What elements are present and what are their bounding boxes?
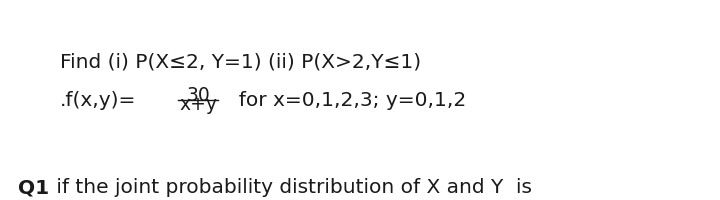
- Text: Find (i) P(X≤2, Y=1) (ii) P(X>2,Y≤1): Find (i) P(X≤2, Y=1) (ii) P(X>2,Y≤1): [60, 52, 421, 71]
- Text: 30: 30: [186, 86, 210, 105]
- Text: if the joint probability distribution of X and Y  is: if the joint probability distribution of…: [50, 178, 532, 197]
- Text: .f(x,y)=: .f(x,y)=: [60, 90, 136, 110]
- Text: x+y: x+y: [179, 95, 217, 114]
- Text: Q1: Q1: [18, 178, 49, 197]
- Text: for x=0,1,2,3; y=0,1,2: for x=0,1,2,3; y=0,1,2: [226, 90, 467, 110]
